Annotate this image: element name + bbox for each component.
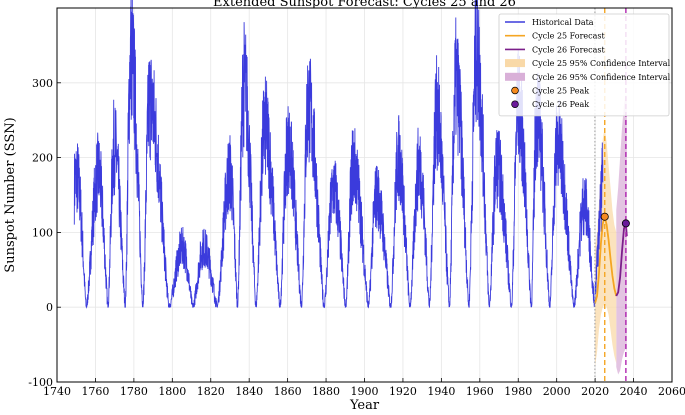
cycle25-forecast-line (594, 215, 618, 304)
x-tick-label: 1820 (197, 385, 225, 398)
x-tick-label: 1780 (120, 385, 148, 398)
historical-data-line (73, 0, 604, 309)
x-tick-label: 1960 (466, 385, 494, 398)
x-axis-ticks: 1740 1760 1780 1800 1820 1840 1860 1880 1900 1920… (43, 378, 685, 398)
legend-box (498, 13, 670, 117)
x-tick-label: 2060 (658, 385, 685, 398)
x-tick-label: 1740 (43, 385, 71, 398)
legend-label: Historical Data (532, 18, 594, 27)
legend-label: Cycle 25 95% Confidence Interval (532, 59, 671, 68)
y-tick-label: 100 (32, 226, 53, 239)
chart-title: Extended Sunspot Forecast: Cycles 25 and… (213, 0, 516, 10)
peak-marker-26 (621, 219, 630, 228)
x-tick-label: 2040 (620, 385, 648, 398)
historical-series (73, 0, 604, 309)
legend-label: Cycle 26 Peak (532, 100, 589, 109)
y-tick-label: -100 (28, 376, 53, 389)
legend-swatch-marker (511, 86, 519, 95)
x-tick-label: 1880 (312, 385, 340, 398)
reference-lines (594, 8, 627, 382)
x-tick-label: 1760 (81, 385, 109, 398)
peak-marker-25 (600, 212, 609, 221)
x-tick-label: 1800 (158, 385, 186, 398)
legend-label: Cycle 26 Forecast (532, 45, 606, 54)
legend-swatch-marker (511, 100, 519, 108)
x-tick-label: 1860 (274, 385, 302, 398)
y-axis-label: Sunspot Number (SSN) (3, 117, 18, 272)
y-tick-label: 0 (46, 301, 53, 314)
x-tick-label: 1920 (389, 385, 417, 398)
legend-swatch-patch (505, 59, 525, 68)
legend: Historical Data Cycle 25 Forecast Cycle 26… (498, 13, 671, 117)
x-tick-label: 2000 (543, 385, 571, 398)
y-tick-label: 300 (32, 77, 53, 90)
y-tick-label: 200 (32, 152, 53, 165)
x-tick-label: 2020 (581, 385, 609, 398)
x-tick-label: 1940 (427, 385, 455, 398)
x-tick-label: 1840 (235, 385, 263, 398)
legend-label: Cycle 26 95% Confidence Interval (532, 73, 671, 82)
x-axis-label: Year (349, 398, 380, 411)
x-tick-label: 1980 (504, 385, 532, 398)
cycle26-confidence-band (616, 94, 627, 375)
legend-label: Cycle 25 Forecast (532, 32, 606, 41)
legend-label: Cycle 25 Peak (532, 87, 589, 96)
peak-markers (600, 212, 630, 228)
legend-swatch-patch (505, 72, 525, 81)
x-tick-label: 1900 (351, 385, 379, 398)
y-axis-ticks: -100 0 100 200 300 (28, 77, 61, 389)
